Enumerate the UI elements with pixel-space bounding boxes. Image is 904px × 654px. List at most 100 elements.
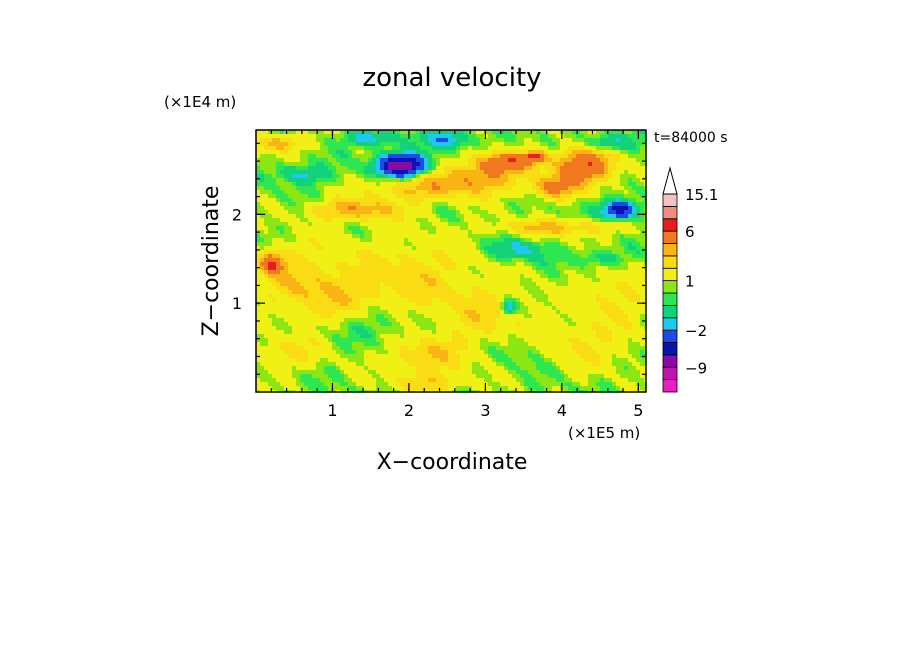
- contour-cell: [576, 262, 581, 267]
- contour-cell: [368, 270, 373, 275]
- contour-cell: [396, 214, 401, 219]
- contour-cell: [384, 286, 389, 291]
- contour-cell: [388, 162, 393, 167]
- contour-cell: [628, 286, 633, 291]
- contour-cell: [640, 318, 645, 323]
- contour-cell: [624, 130, 629, 135]
- contour-cell: [440, 310, 445, 315]
- contour-cell: [584, 330, 589, 335]
- contour-cell: [328, 290, 333, 295]
- contour-cell: [620, 234, 625, 239]
- contour-cell: [276, 182, 281, 187]
- contour-cell: [372, 170, 377, 175]
- contour-cell: [448, 178, 453, 183]
- contour-cell: [300, 222, 305, 227]
- contour-cell: [588, 146, 593, 151]
- contour-cell: [600, 326, 605, 331]
- contour-cell: [644, 318, 646, 323]
- contour-cell: [528, 230, 533, 235]
- contour-cell: [304, 322, 309, 327]
- contour-cell: [508, 142, 513, 147]
- contour-cell: [412, 190, 417, 195]
- contour-cell: [376, 206, 381, 211]
- contour-cell: [564, 206, 569, 211]
- contour-cell: [280, 218, 285, 223]
- contour-cell: [376, 254, 381, 259]
- contour-cell: [504, 286, 509, 291]
- contour-cell: [624, 266, 629, 271]
- contour-cell: [528, 198, 533, 203]
- contour-cell: [488, 262, 493, 267]
- contour-cell: [368, 306, 373, 311]
- contour-cell: [620, 302, 625, 307]
- contour-cell: [576, 158, 581, 163]
- contour-cell: [596, 278, 601, 283]
- contour-cell: [364, 302, 369, 307]
- contour-cell: [436, 262, 441, 267]
- contour-cell: [552, 226, 557, 231]
- contour-cell: [480, 262, 485, 267]
- contour-cell: [544, 282, 549, 287]
- contour-cell: [340, 134, 345, 139]
- contour-cell: [588, 178, 593, 183]
- contour-cell: [384, 238, 389, 243]
- contour-cell: [348, 130, 353, 135]
- contour-cell: [416, 138, 421, 143]
- contour-cell: [516, 262, 521, 267]
- contour-cell: [280, 182, 285, 187]
- contour-cell: [520, 270, 525, 275]
- contour-cell: [456, 154, 461, 159]
- contour-cell: [436, 186, 441, 191]
- contour-cell: [380, 186, 385, 191]
- contour-cell: [560, 278, 565, 283]
- contour-cell: [516, 318, 521, 323]
- contour-cell: [592, 194, 597, 199]
- contour-cell: [408, 314, 413, 319]
- contour-cell: [456, 314, 461, 319]
- contour-cell: [468, 138, 473, 143]
- contour-cell: [496, 330, 501, 335]
- contour-cell: [640, 274, 645, 279]
- contour-cell: [352, 178, 357, 183]
- contour-cell: [616, 274, 621, 279]
- contour-cell: [384, 206, 389, 211]
- contour-cell: [388, 322, 393, 327]
- contour-cell: [452, 174, 457, 179]
- contour-cell: [420, 298, 425, 303]
- contour-cell: [584, 302, 589, 307]
- contour-cell: [284, 210, 289, 215]
- contour-cell: [336, 278, 341, 283]
- contour-cell: [376, 198, 381, 203]
- contour-cell: [336, 286, 341, 291]
- contour-cell: [352, 230, 357, 235]
- contour-cell: [384, 134, 389, 139]
- contour-cell: [540, 262, 545, 267]
- contour-cell: [436, 130, 441, 135]
- contour-cell: [464, 218, 469, 223]
- contour-cell: [320, 230, 325, 235]
- contour-cell: [604, 238, 609, 243]
- contour-cell: [388, 318, 393, 323]
- contour-cell: [512, 142, 517, 147]
- contour-cell: [560, 218, 565, 223]
- contour-cell: [612, 198, 617, 203]
- contour-cell: [644, 162, 646, 167]
- contour-cell: [364, 294, 369, 299]
- contour-cell: [304, 326, 309, 331]
- contour-cell: [548, 290, 553, 295]
- contour-cell: [432, 322, 437, 327]
- contour-cell: [256, 238, 261, 243]
- contour-cell: [368, 330, 373, 335]
- contour-cell: [400, 222, 405, 227]
- contour-cell: [412, 234, 417, 239]
- contour-cell: [464, 226, 469, 231]
- contour-cell: [604, 274, 609, 279]
- contour-cell: [580, 130, 585, 135]
- contour-cell: [560, 234, 565, 239]
- contour-cell: [352, 222, 357, 227]
- contour-cell: [344, 226, 349, 231]
- contour-cell: [396, 310, 401, 315]
- contour-cell: [488, 222, 493, 227]
- contour-cell: [460, 186, 465, 191]
- contour-cell: [584, 246, 589, 251]
